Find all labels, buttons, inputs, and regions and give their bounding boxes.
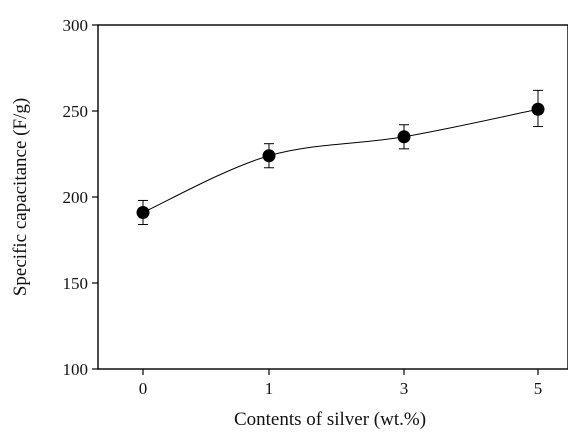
data-points bbox=[136, 102, 545, 219]
x-tick-label: 3 bbox=[400, 379, 409, 398]
x-tick-label: 0 bbox=[139, 379, 148, 398]
y-tick-label: 150 bbox=[63, 274, 89, 293]
data-point bbox=[531, 102, 545, 116]
plot-frame bbox=[97, 24, 568, 370]
data-point bbox=[136, 205, 150, 219]
x-tick-label: 5 bbox=[534, 379, 543, 398]
x-axis-label: Contents of silver (wt.%) bbox=[234, 409, 426, 430]
fit-curve bbox=[142, 108, 539, 213]
data-point bbox=[262, 149, 276, 163]
data-point bbox=[397, 130, 411, 144]
y-axis-ticks: 100 150 200 250 300 bbox=[63, 16, 98, 379]
y-tick-label: 200 bbox=[63, 188, 89, 207]
y-tick-label: 250 bbox=[63, 102, 89, 121]
x-tick-label: 1 bbox=[265, 379, 274, 398]
error-bars bbox=[138, 89, 543, 226]
x-axis-ticks: 0 1 3 5 bbox=[139, 369, 543, 398]
y-axis-label: Specific capacitance (F/g) bbox=[10, 98, 31, 296]
y-tick-label: 100 bbox=[63, 360, 89, 379]
y-tick-label: 300 bbox=[63, 16, 89, 35]
